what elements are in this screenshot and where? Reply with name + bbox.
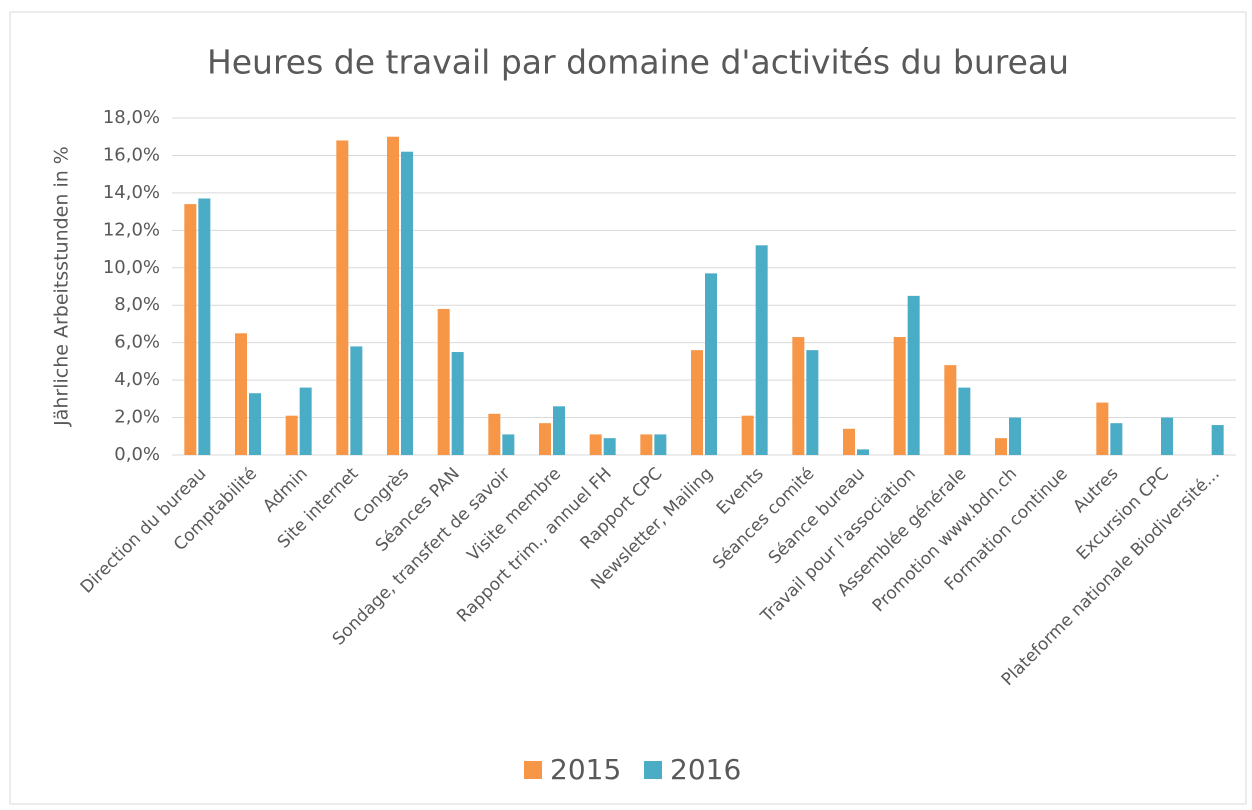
y-tick-label: 6,0%	[114, 332, 160, 353]
bar	[539, 423, 551, 455]
y-tick-label: 16,0%	[103, 144, 160, 165]
bar	[893, 337, 906, 455]
bar	[1096, 402, 1109, 455]
bar	[640, 434, 653, 455]
bar	[235, 333, 247, 455]
y-tick-label: 14,0%	[103, 182, 160, 203]
bar	[249, 393, 261, 455]
y-tick-label: 0,0%	[114, 444, 160, 465]
bar	[1161, 417, 1173, 455]
bar	[755, 245, 768, 455]
bar	[958, 387, 971, 455]
bar	[387, 136, 399, 455]
bar	[589, 434, 602, 455]
bar	[907, 295, 920, 455]
y-tick-label: 8,0%	[114, 294, 160, 315]
bar	[401, 151, 413, 455]
legend-swatch	[524, 761, 542, 779]
chart-frame	[9, 11, 1247, 805]
bar	[285, 415, 298, 455]
y-tick-label: 4,0%	[114, 369, 160, 390]
y-axis-label: Jährliche Arbeitsstunden in %	[51, 146, 73, 427]
chart-title: Heures de travail par domaine d'activité…	[207, 43, 1069, 82]
bar	[857, 449, 869, 455]
bar	[488, 413, 501, 455]
bar	[1110, 423, 1123, 455]
bar	[741, 415, 754, 455]
bar	[843, 428, 855, 455]
bar	[198, 198, 211, 455]
bar	[944, 365, 957, 455]
bar	[792, 337, 805, 455]
bar	[437, 308, 450, 455]
bar	[1211, 425, 1224, 455]
y-tick-label: 18,0%	[103, 107, 160, 128]
legend-swatch	[644, 761, 662, 779]
bar	[451, 352, 464, 455]
bar	[705, 273, 717, 455]
bar	[299, 387, 312, 455]
bar	[691, 350, 703, 455]
bar	[1009, 417, 1021, 455]
y-tick-label: 2,0%	[114, 407, 160, 428]
bar	[654, 434, 667, 455]
legend-label: 2015	[550, 753, 621, 786]
bar	[350, 346, 363, 455]
legend-label: 2016	[670, 753, 741, 786]
bar	[502, 434, 515, 455]
bar	[336, 140, 349, 455]
bar	[603, 438, 616, 455]
bar	[806, 350, 819, 455]
bar	[995, 438, 1007, 455]
bar	[184, 204, 197, 455]
bar	[553, 406, 565, 455]
y-tick-label: 10,0%	[103, 257, 160, 278]
y-tick-label: 12,0%	[103, 219, 160, 240]
